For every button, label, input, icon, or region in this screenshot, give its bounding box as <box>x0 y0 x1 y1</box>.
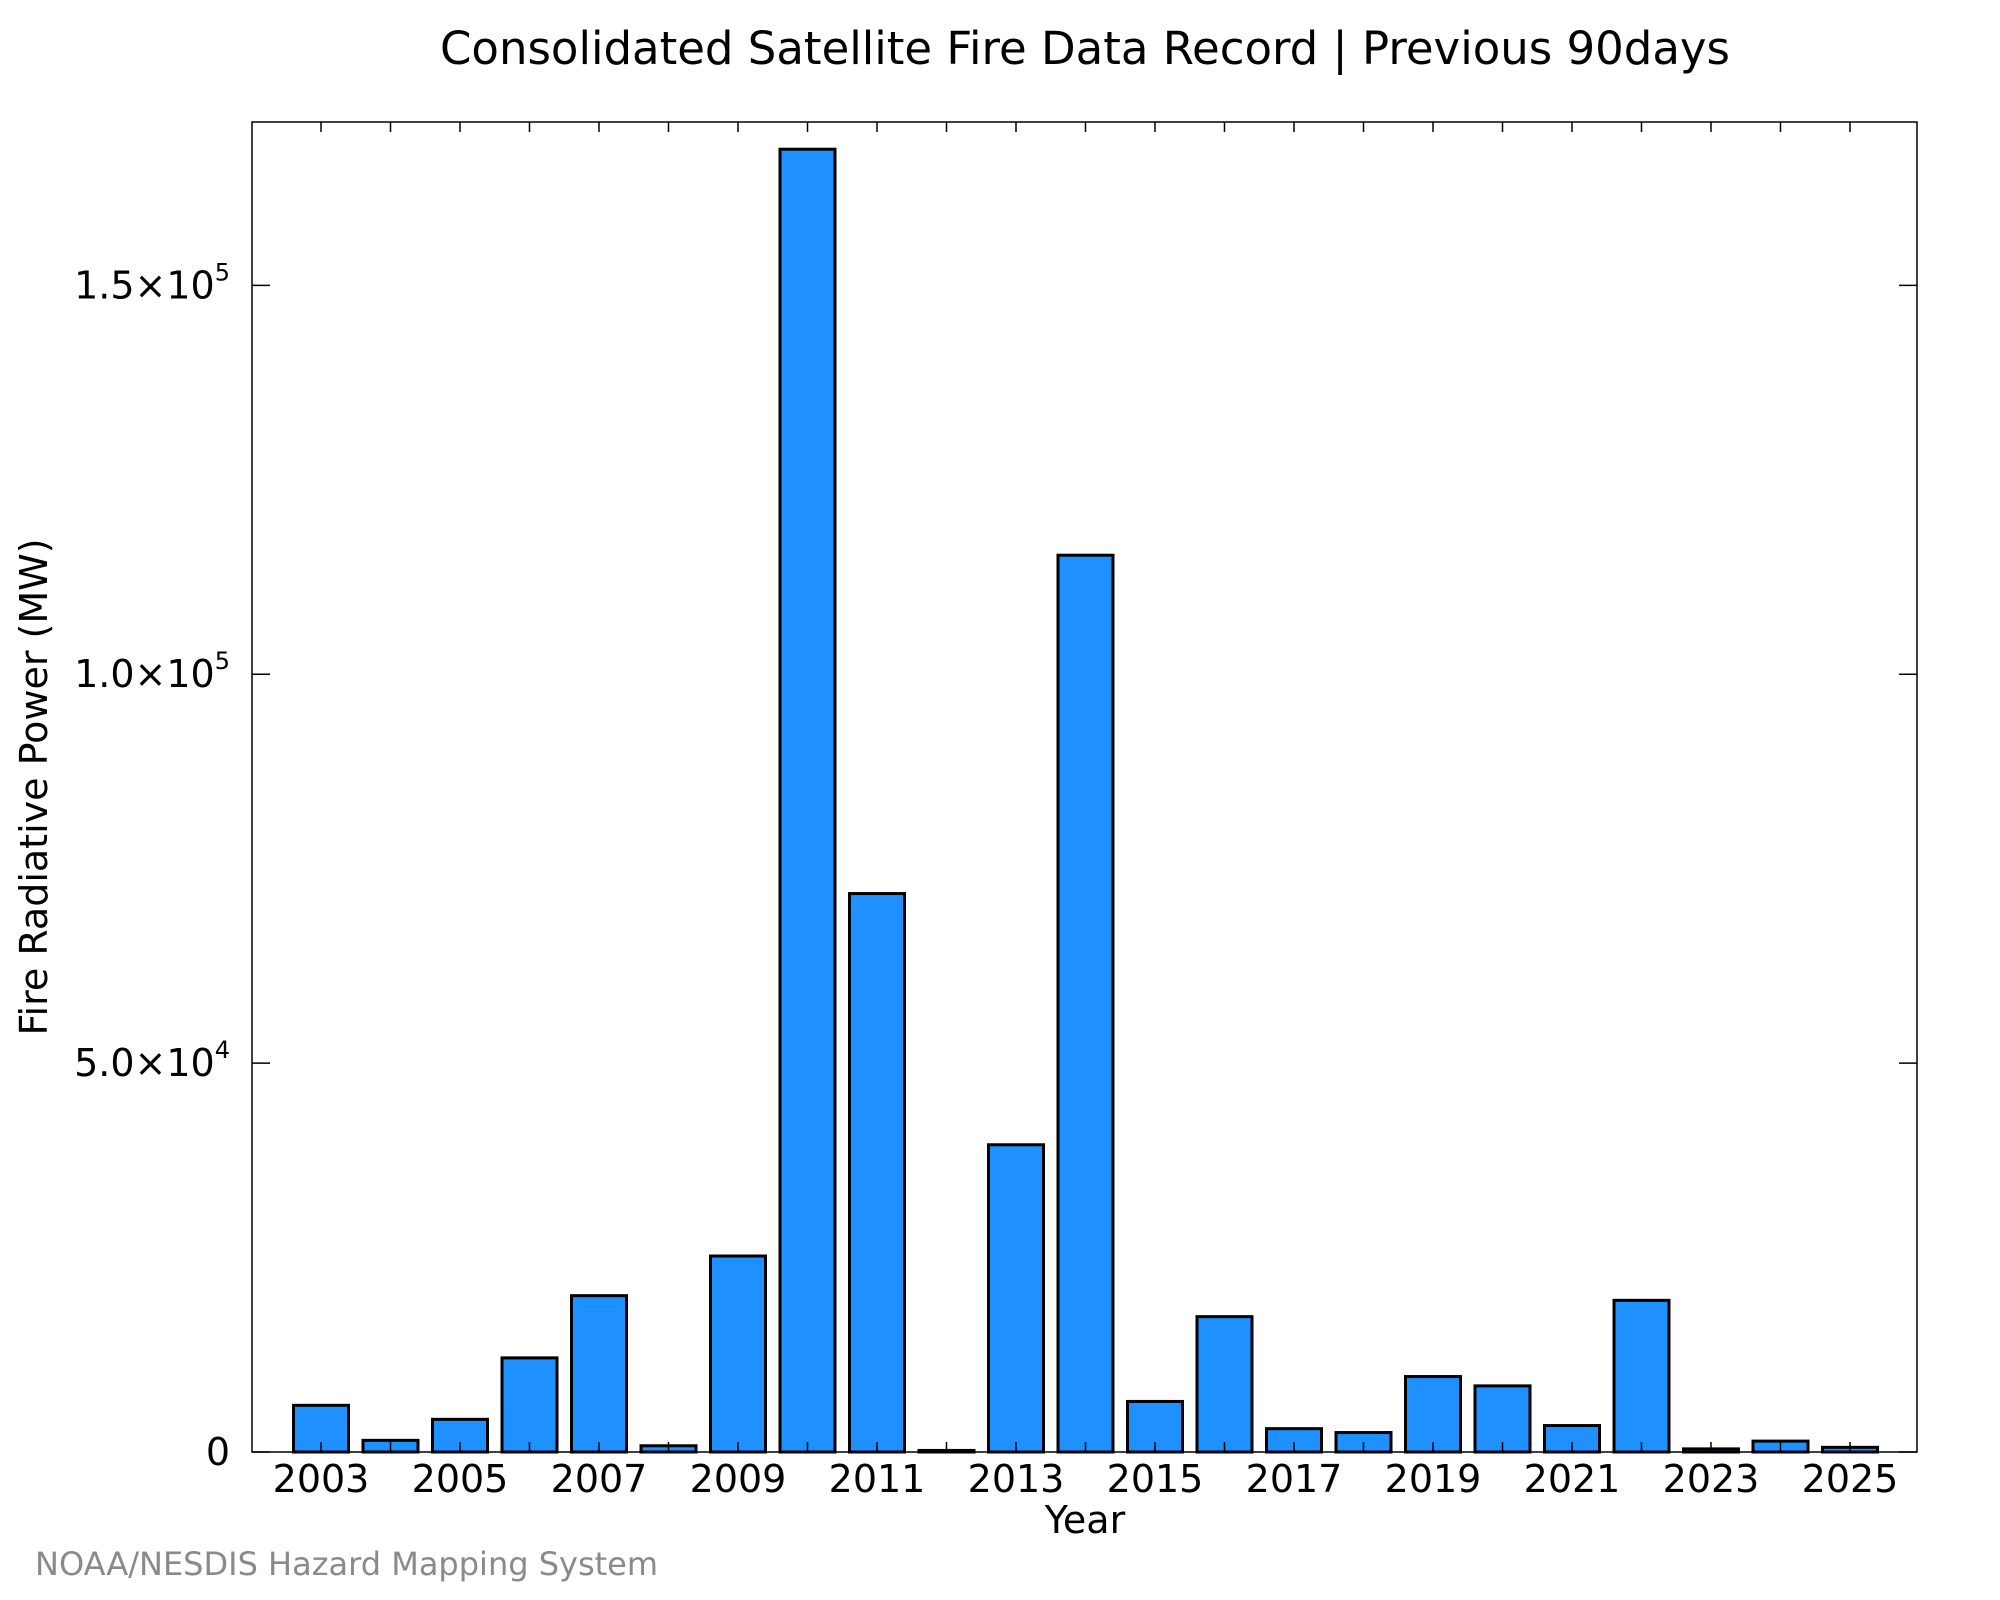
x-axis-label: Year <box>1044 1498 1126 1542</box>
x-tick-label-2021: 2021 <box>1524 1457 1621 1501</box>
bar-2013 <box>987 1143 1045 1454</box>
chart-title: Consolidated Satellite Fire Data Record … <box>440 22 1730 75</box>
x-tick-label-2007: 2007 <box>551 1457 648 1501</box>
y-axis-ticks: 0 5.0×104 1.0×105 1.5×105 <box>74 258 1917 1474</box>
x-tick-label-2025: 2025 <box>1802 1457 1899 1501</box>
bar-2007 <box>570 1294 628 1454</box>
x-tick-label-2003: 2003 <box>273 1457 370 1501</box>
x-tick-label-2017: 2017 <box>1246 1457 1343 1501</box>
x-tick-label-2011: 2011 <box>829 1457 926 1501</box>
x-axis-ticks: 2003 2005 2007 2009 2011 2013 2015 2017 2019 2021… <box>273 122 1899 1501</box>
x-tick-label-2013: 2013 <box>968 1457 1065 1501</box>
x-tick-label-2009: 2009 <box>690 1457 787 1501</box>
bar-2016 <box>1195 1315 1254 1454</box>
bars-group <box>292 147 1879 1454</box>
x-tick-label-2023: 2023 <box>1663 1457 1760 1501</box>
x-tick-label-2005: 2005 <box>412 1457 509 1501</box>
x-tick-label-2019: 2019 <box>1385 1457 1482 1501</box>
bar-2009 <box>709 1254 767 1454</box>
credit-text: NOAA/NESDIS Hazard Mapping System <box>35 1545 658 1583</box>
y-tick-label-0: 0 <box>206 1430 230 1474</box>
x-tick-label-2015: 2015 <box>1107 1457 1204 1501</box>
bar-2019 <box>1404 1375 1462 1454</box>
bar-2010 <box>778 147 837 1454</box>
bar-2014 <box>1056 553 1115 1454</box>
bar-2006 <box>500 1356 559 1454</box>
y-axis-label: Fire Radiative Power (MW) <box>12 538 56 1035</box>
y-tick-label-50000: 5.0×104 <box>74 1036 230 1085</box>
bar-2011 <box>848 892 906 1454</box>
bar-2022 <box>1612 1298 1671 1454</box>
y-tick-label-100000: 1.0×105 <box>74 647 230 696</box>
y-tick-label-150000: 1.5×105 <box>74 258 230 307</box>
